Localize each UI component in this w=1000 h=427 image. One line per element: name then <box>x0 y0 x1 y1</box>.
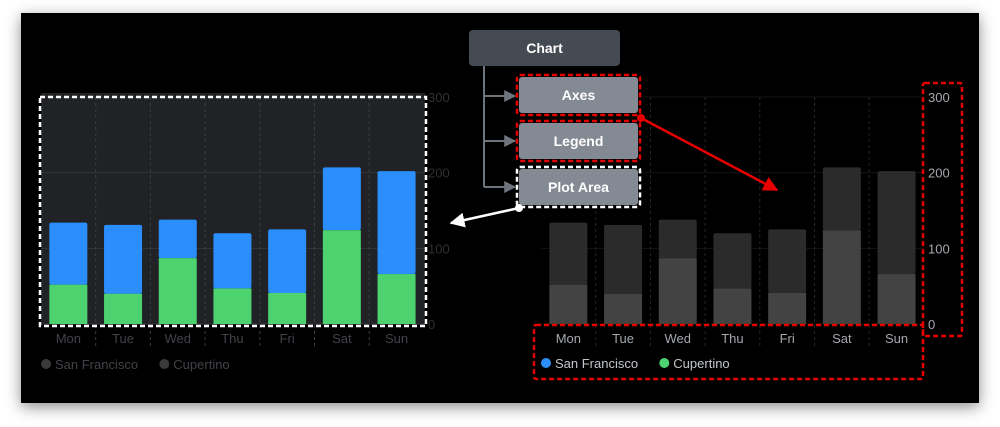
y-tick-label-0: 0 <box>928 317 935 332</box>
x-tick-label-mon: Mon <box>56 331 81 346</box>
legend-label-cupertino: Cupertino <box>673 356 729 371</box>
y-tick-label-200: 200 <box>928 166 950 181</box>
x-tick-label-mon: Mon <box>556 331 581 346</box>
node-chart[interactable]: Chart <box>469 30 620 66</box>
node-plot-area[interactable]: Plot Area <box>515 165 642 209</box>
y-tick-label-0: 0 <box>428 317 435 332</box>
bar-san-francisco-thu <box>713 233 752 289</box>
node-axes[interactable]: Axes <box>515 73 642 117</box>
hierarchy-tree: Chart Axes Legend Plot Area <box>469 30 642 209</box>
y-tick-label-200: 200 <box>428 166 450 181</box>
legend-label-san-francisco: San Francisco <box>555 356 638 371</box>
legend-swatch-cupertino <box>159 359 170 369</box>
bar-cupertino-mon <box>49 284 88 324</box>
node-axes-label: Axes <box>562 87 596 103</box>
bar-cupertino-mon <box>549 284 588 324</box>
bar-san-francisco-tue <box>604 224 643 294</box>
legend-label-cupertino: Cupertino <box>173 357 229 372</box>
bar-cupertino-tue <box>604 293 643 324</box>
bar-san-francisco-mon <box>549 222 588 285</box>
node-chart-label: Chart <box>526 40 563 56</box>
red-pointer-arrow <box>640 116 779 192</box>
x-tick-label-tue: Tue <box>612 331 634 346</box>
x-tick-label-thu: Thu <box>221 331 243 346</box>
bar-san-francisco-thu <box>213 233 252 289</box>
axis-legend-highlight <box>532 323 925 381</box>
red-pointer-origin <box>637 114 645 122</box>
x-tick-label-fri: Fri <box>280 331 295 346</box>
bar-san-francisco-sat <box>822 167 861 231</box>
x-tick-label-thu: Thu <box>721 331 743 346</box>
node-legend-highlight <box>515 119 642 163</box>
node-plot-area-label: Plot Area <box>548 179 609 195</box>
legend-swatch-san-francisco <box>541 358 551 368</box>
plot-area-highlight <box>38 95 428 328</box>
bar-san-francisco-mon <box>49 222 88 285</box>
bar-cupertino-sat <box>322 230 361 324</box>
bar-cupertino-sat <box>822 230 861 324</box>
y-tick-label-300: 300 <box>928 90 950 105</box>
bar-san-francisco-sat <box>322 167 361 231</box>
y-tick-label-100: 100 <box>428 241 450 256</box>
x-tick-label-fri: Fri <box>780 331 795 346</box>
x-tick-label-sun: Sun <box>885 331 908 346</box>
bar-cupertino-fri <box>768 292 807 324</box>
legend-swatch-cupertino <box>659 358 670 368</box>
legend-swatch-san-francisco <box>41 359 51 369</box>
right-chart: Mon Tue Wed Thu Fri Sat Sun 0 100 200 300 San Franc… <box>532 81 964 381</box>
x-tick-label-sat: Sat <box>832 331 852 346</box>
bar-cupertino-wed <box>658 258 697 324</box>
x-tick-label-wed: Wed <box>165 331 192 346</box>
bar-san-francisco-sun <box>377 171 416 275</box>
white-pointer-origin <box>515 204 523 212</box>
y-axis-highlight <box>921 81 964 338</box>
chart-anatomy-diagram: Mon Tue Wed Thu Fri Sat Sun 0 100 200 300 San Franc… <box>38 30 964 381</box>
y-tick-label-300: 300 <box>428 90 450 105</box>
bar-cupertino-sun <box>377 274 416 324</box>
bar-cupertino-thu <box>213 288 252 324</box>
node-legend-label: Legend <box>554 133 604 149</box>
x-tick-label-sun: Sun <box>385 331 408 346</box>
legend-label-san-francisco: San Francisco <box>55 357 138 372</box>
bar-san-francisco-wed <box>158 219 197 259</box>
bar-san-francisco-wed <box>658 219 697 259</box>
pointer-arrows <box>449 114 779 228</box>
bar-san-francisco-fri <box>268 229 307 293</box>
bar-cupertino-tue <box>104 293 143 324</box>
node-legend[interactable]: Legend <box>515 119 642 163</box>
x-tick-label-sat: Sat <box>332 331 352 346</box>
left-chart: Mon Tue Wed Thu Fri Sat Sun 0 100 200 300 San Franc… <box>38 90 450 372</box>
x-tick-label-wed: Wed <box>665 331 692 346</box>
bar-cupertino-sun <box>877 274 916 324</box>
bar-cupertino-fri <box>268 292 307 324</box>
bar-cupertino-wed <box>158 258 197 324</box>
bar-san-francisco-fri <box>768 229 807 293</box>
x-tick-label-tue: Tue <box>112 331 134 346</box>
diagram-frame: Mon Tue Wed Thu Fri Sat Sun 0 100 200 300 San Franc… <box>21 13 979 403</box>
node-plot-area-highlight <box>515 165 642 209</box>
white-pointer-arrow <box>449 206 520 228</box>
node-axes-highlight <box>515 73 642 117</box>
bar-san-francisco-tue <box>104 224 143 294</box>
bar-san-francisco-sun <box>877 171 916 275</box>
y-tick-label-100: 100 <box>928 241 950 256</box>
bar-cupertino-thu <box>713 288 752 324</box>
